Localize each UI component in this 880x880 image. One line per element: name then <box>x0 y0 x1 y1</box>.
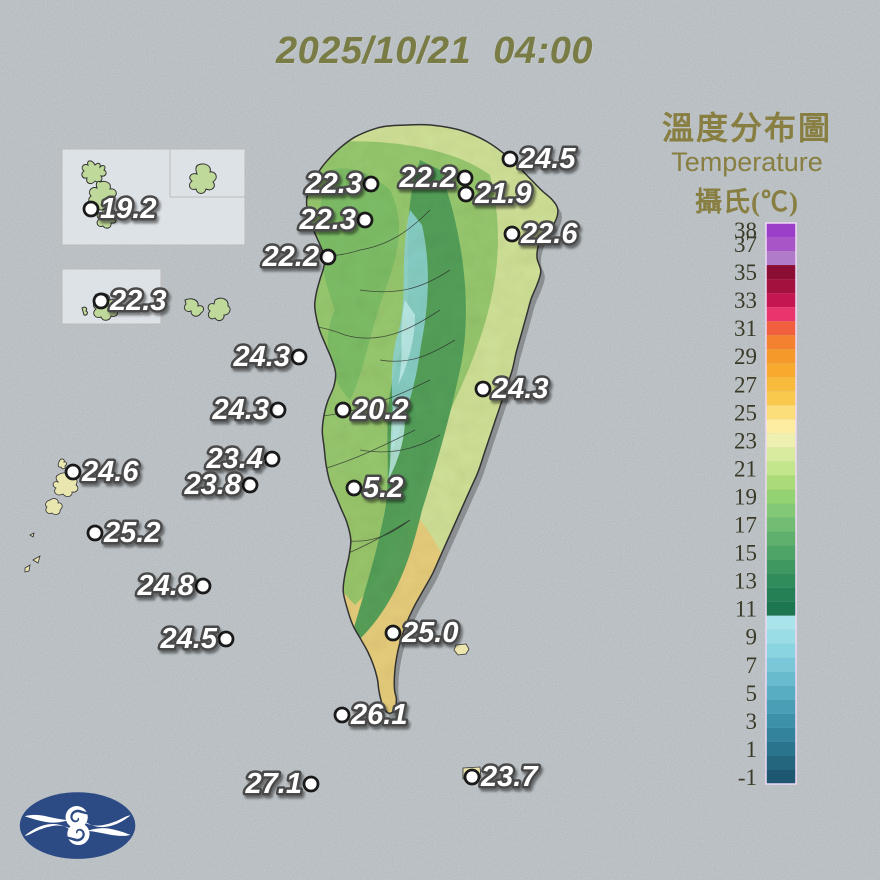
svg-text:31: 31 <box>734 316 757 341</box>
svg-text:24.5: 24.5 <box>160 623 218 655</box>
svg-text:25.2: 25.2 <box>103 517 160 549</box>
svg-text:23: 23 <box>734 428 757 453</box>
svg-text:22.3: 22.3 <box>299 204 356 236</box>
svg-text:19.2: 19.2 <box>100 193 156 225</box>
svg-text:17: 17 <box>734 513 757 538</box>
svg-text:25.0: 25.0 <box>401 617 458 649</box>
svg-text:15: 15 <box>734 541 757 566</box>
svg-text:27.1: 27.1 <box>245 768 302 800</box>
svg-text:29: 29 <box>734 344 757 369</box>
svg-text:37: 37 <box>734 232 757 257</box>
svg-text:-1: -1 <box>738 765 757 790</box>
svg-text:22.2: 22.2 <box>399 162 456 194</box>
svg-text:24.3: 24.3 <box>491 373 548 405</box>
svg-text:22.3: 22.3 <box>305 168 362 200</box>
svg-text:24.8: 24.8 <box>137 570 195 602</box>
svg-text:27: 27 <box>734 372 757 397</box>
svg-text:21: 21 <box>734 456 757 481</box>
svg-text:22.6: 22.6 <box>520 218 578 250</box>
svg-text:25: 25 <box>734 400 757 425</box>
svg-text:23.7: 23.7 <box>480 761 539 793</box>
svg-text:9: 9 <box>746 625 758 650</box>
svg-text:21.9: 21.9 <box>474 178 531 210</box>
svg-text:24.6: 24.6 <box>81 456 139 488</box>
svg-text:22.3: 22.3 <box>109 285 166 317</box>
svg-text:5: 5 <box>746 681 758 706</box>
svg-text:7: 7 <box>746 653 758 678</box>
svg-text:24.3: 24.3 <box>233 341 290 373</box>
svg-text:1: 1 <box>746 737 758 762</box>
svg-text:26.1: 26.1 <box>350 699 407 731</box>
svg-text:33: 33 <box>734 288 757 313</box>
svg-text:5.2: 5.2 <box>363 472 403 504</box>
svg-text:20.2: 20.2 <box>351 394 408 426</box>
svg-text:3: 3 <box>746 709 758 734</box>
svg-text:19: 19 <box>734 484 757 509</box>
svg-text:11: 11 <box>735 597 757 622</box>
svg-text:35: 35 <box>734 260 757 285</box>
svg-text:23.8: 23.8 <box>184 469 242 501</box>
svg-text:13: 13 <box>734 569 757 594</box>
svg-text:24.3: 24.3 <box>212 394 269 426</box>
svg-text:24.5: 24.5 <box>518 143 576 175</box>
svg-text:22.2: 22.2 <box>262 241 319 273</box>
